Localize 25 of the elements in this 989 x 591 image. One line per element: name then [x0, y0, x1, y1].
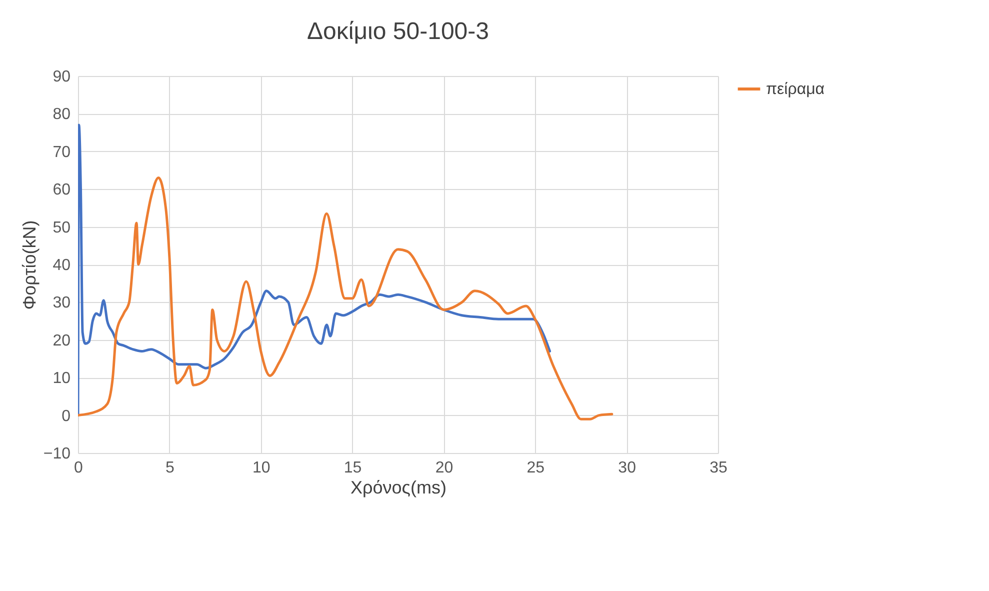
y-tick-label: 70 [52, 144, 71, 161]
chart-title: Δοκίμιο 50-100-3 [307, 18, 489, 45]
x-tick-label: 5 [165, 460, 174, 476]
y-tick-label: 90 [52, 68, 71, 86]
y-tick-label: 30 [52, 294, 71, 312]
x-axis-title: Χρόνος(ms) [350, 478, 446, 498]
y-axis-title: Φορτίο(kN) [19, 220, 40, 310]
x-tick-label: 35 [710, 460, 728, 476]
x-tick-label: 20 [435, 460, 454, 476]
x-tick-label: 30 [618, 460, 636, 476]
x-tick-label: 15 [344, 460, 362, 476]
y-tick-label: 50 [52, 219, 71, 236]
x-tick-label: 0 [74, 460, 84, 476]
legend-label: πείραμα [766, 81, 825, 98]
y-tick-label: 80 [52, 106, 71, 124]
y-tick-label: 0 [62, 408, 71, 425]
y-tick-label: −10 [43, 446, 71, 462]
y-tick-label: 40 [52, 257, 71, 274]
y-tick-label: 10 [52, 370, 71, 388]
x-tick-label: 10 [252, 460, 270, 476]
line-series [78, 124, 552, 417]
y-tick-label: 60 [52, 182, 71, 199]
x-tick-label: 25 [526, 460, 545, 476]
y-tick-label: 20 [52, 332, 71, 350]
line-series [78, 176, 614, 420]
